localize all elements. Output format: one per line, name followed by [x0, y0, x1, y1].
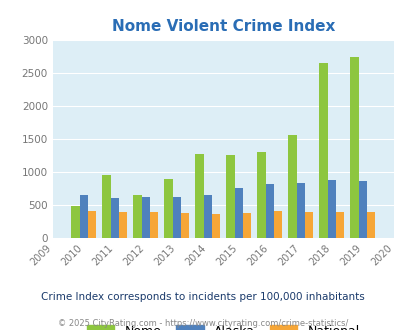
Bar — [172, 197, 181, 238]
Text: © 2025 CityRating.com - https://www.cityrating.com/crime-statistics/: © 2025 CityRating.com - https://www.city… — [58, 319, 347, 328]
Bar — [273, 211, 281, 238]
Title: Nome Violent Crime Index: Nome Violent Crime Index — [111, 19, 334, 34]
Bar — [164, 179, 172, 238]
Bar — [110, 198, 119, 238]
Bar — [149, 212, 158, 238]
Bar — [288, 135, 296, 238]
Bar — [242, 213, 251, 238]
Bar — [181, 213, 189, 238]
Legend: Nome, Alaska, National: Nome, Alaska, National — [81, 319, 365, 330]
Bar — [79, 195, 88, 238]
Bar — [257, 152, 265, 238]
Bar — [141, 197, 149, 238]
Bar — [318, 63, 327, 238]
Bar — [335, 212, 343, 238]
Bar — [304, 212, 313, 238]
Bar — [211, 214, 220, 238]
Bar — [296, 183, 304, 238]
Text: Crime Index corresponds to incidents per 100,000 inhabitants: Crime Index corresponds to incidents per… — [41, 292, 364, 302]
Bar — [195, 154, 203, 238]
Bar — [119, 212, 127, 238]
Bar — [88, 211, 96, 238]
Bar — [226, 155, 234, 238]
Bar — [350, 57, 358, 238]
Bar — [102, 175, 110, 238]
Bar — [71, 206, 79, 238]
Bar — [366, 212, 375, 238]
Bar — [234, 188, 242, 238]
Bar — [203, 195, 211, 238]
Bar — [358, 181, 366, 238]
Bar — [327, 180, 335, 238]
Bar — [265, 184, 273, 238]
Bar — [133, 195, 141, 238]
